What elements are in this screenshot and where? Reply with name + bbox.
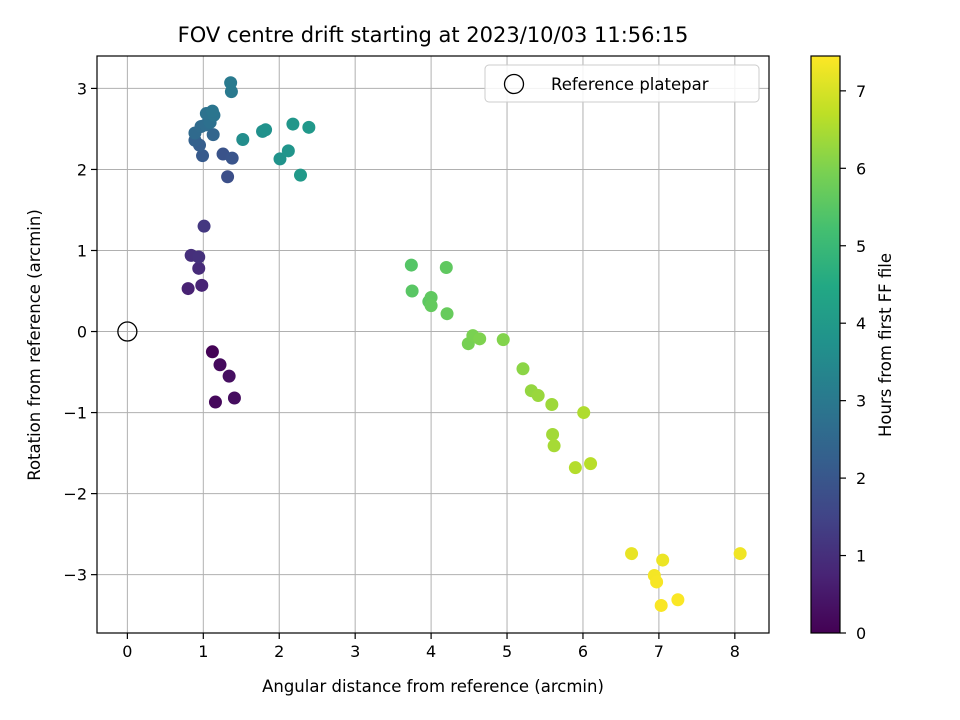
scatter-point (293, 168, 307, 182)
x-tick-label: 5 (502, 642, 512, 661)
scatter-point (259, 123, 273, 137)
colorbar-ticks: 0 1 2 3 4 5 6 7 (840, 82, 866, 643)
scatter-point (531, 389, 545, 403)
scatter-point (545, 397, 559, 411)
x-tick-label: 2 (274, 642, 284, 661)
scatter-point (546, 427, 560, 441)
colorbar-tick-label: 4 (856, 314, 866, 333)
scatter-point (195, 278, 209, 292)
colorbar-frame (810, 55, 841, 634)
colorbar-tick-label: 5 (856, 237, 866, 256)
scatter-point (439, 261, 453, 275)
scatter-point (584, 457, 598, 471)
y-ticks: −3 −2 −1 0 1 2 3 (63, 79, 97, 585)
x-tick-label: 3 (350, 642, 360, 661)
x-tick-label: 8 (730, 642, 740, 661)
scatter-point (654, 598, 668, 612)
x-tick-label: 1 (198, 642, 208, 661)
colorbar-tick-label: 3 (856, 392, 866, 411)
plot-frame (96, 55, 770, 634)
scatter-points (181, 76, 747, 612)
scatter-point (236, 132, 250, 146)
legend-marker-reference (503, 73, 525, 95)
y-tick-label: −3 (63, 566, 87, 585)
scatter-point (733, 547, 747, 561)
scatter-point (516, 362, 530, 376)
x-axis-label: Angular distance from reference (arcmin) (262, 677, 604, 696)
legend-label-reference: Reference platepar (551, 75, 709, 94)
y-axis-label: Rotation from reference (arcmin) (25, 209, 44, 481)
scatter-point (440, 307, 454, 321)
scatter-point (281, 144, 295, 158)
scatter-point (424, 299, 438, 313)
x-ticks: 0 1 2 3 4 5 6 7 8 (122, 633, 740, 661)
scatter-point (227, 391, 241, 405)
scatter-point (196, 149, 210, 163)
scatter-point (577, 406, 591, 420)
scatter-point (625, 547, 639, 561)
scatter-point (206, 128, 220, 142)
scatter-point (496, 333, 510, 347)
y-tick-label: −1 (63, 404, 87, 423)
x-tick-label: 0 (122, 642, 132, 661)
scatter-point (302, 120, 316, 134)
legend-box (484, 64, 760, 103)
y-tick-label: 3 (77, 79, 87, 98)
y-tick-label: 1 (77, 241, 87, 260)
scatter-point (213, 358, 227, 372)
scatter-point (286, 117, 300, 131)
scatter-point (192, 261, 206, 275)
scatter-point (473, 332, 487, 346)
scatter-point (404, 258, 418, 272)
x-tick-label: 4 (426, 642, 436, 661)
scatter-point (547, 439, 561, 453)
y-tick-label: 0 (77, 323, 87, 342)
colorbar-tick-label: 6 (856, 159, 866, 178)
scatter-point (205, 104, 219, 118)
scatter-point (197, 219, 211, 233)
colorbar-tick-label: 2 (856, 469, 866, 488)
scatter-point (222, 369, 236, 383)
colorbar-gradient (811, 56, 840, 633)
x-tick-label: 7 (654, 642, 664, 661)
chart-title: FOV centre drift starting at 2023/10/03 … (178, 23, 689, 47)
scatter-point (273, 152, 287, 166)
scatter-point (568, 461, 582, 475)
scatter-point (650, 575, 664, 589)
colorbar-tick-label: 1 (856, 547, 866, 566)
y-tick-label: 2 (77, 160, 87, 179)
scatter-point (405, 284, 419, 298)
colorbar-tick-label: 0 (856, 624, 866, 643)
legend: Reference platepar (484, 64, 760, 103)
scatter-point (205, 345, 219, 359)
y-tick-label: −2 (63, 485, 87, 504)
scatter-point (224, 76, 238, 90)
x-tick-label: 6 (578, 642, 588, 661)
scatter-point (671, 593, 685, 607)
colorbar-tick-label: 7 (856, 82, 866, 101)
scatter-point (221, 170, 235, 184)
scatter-point (208, 395, 222, 409)
scatter-point (656, 553, 670, 567)
reference-platepar-marker (117, 321, 138, 342)
colorbar-label: Hours from first FF file (876, 253, 895, 437)
reference-layer (117, 321, 138, 342)
colorbar: 0 1 2 3 4 5 6 7 Hours from first FF file (810, 55, 895, 643)
scatter-point (181, 282, 195, 296)
scatter-point (225, 151, 239, 165)
scatter-point (192, 250, 206, 264)
